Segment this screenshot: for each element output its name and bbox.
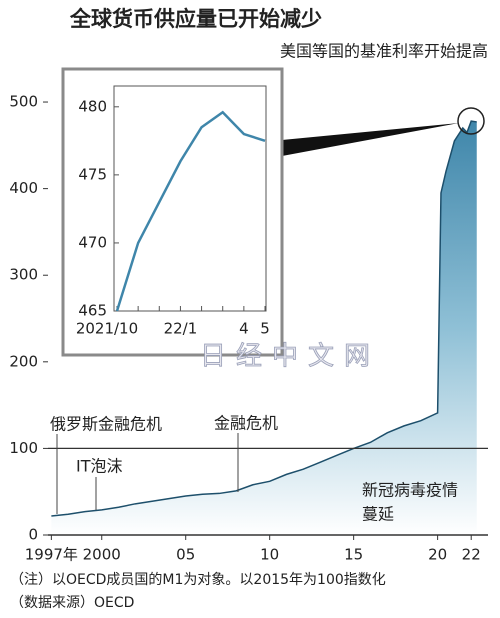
chart-title: 全球货币供应量已开始减少: [69, 7, 322, 31]
y-tick-label: 500: [9, 93, 38, 111]
inset-plot: [113, 85, 267, 312]
y-tick-label: 0: [28, 526, 38, 544]
y-tick-label: 200: [9, 352, 38, 370]
y-tick-label: 475: [78, 165, 107, 183]
x-tick-label: 15: [344, 546, 363, 564]
x-tick-label: 2021/10: [76, 320, 138, 338]
x-tick-label: 10: [260, 546, 279, 564]
y-tick-label: 465: [78, 302, 107, 320]
line: [115, 110, 266, 312]
annotation: 俄罗斯金融危机: [50, 415, 162, 434]
x-tick-label: 1997年: [25, 546, 78, 564]
x-tick-label: 05: [176, 546, 195, 564]
note: （注）以OECD成员国的M1为对象。以2015年为100指数化: [10, 572, 386, 588]
y-tick-label: 470: [78, 233, 107, 251]
annotation: 新冠病毒疫情: [362, 481, 458, 500]
area: [51, 121, 477, 536]
annotation: 金融危机: [214, 414, 278, 433]
x-tick-label: 20: [428, 546, 447, 564]
watermark: 日经中文网: [200, 342, 380, 372]
y-tick-label: 100: [9, 439, 38, 457]
x-tick-label: 5: [260, 320, 270, 338]
y-tick-label: 300: [9, 266, 38, 284]
callout-wedge: [282, 123, 459, 156]
x-tick-label: 22: [462, 546, 481, 564]
inset-frame: [61, 67, 284, 357]
x-tick-label: 22/1: [164, 320, 198, 338]
annotation: IT泡沫: [76, 457, 123, 476]
note: （数据来源）OECD: [10, 595, 134, 611]
highlight-circle: [457, 107, 485, 135]
x-tick-label: 2000: [83, 546, 121, 564]
line: [51, 120, 477, 517]
annotation: 蔓延: [362, 505, 394, 524]
y-tick-label: 400: [9, 179, 38, 197]
x-tick-label: 4: [239, 320, 249, 338]
y-tick-label: 480: [78, 97, 107, 115]
callout: 美国等国的基准利率开始提高: [280, 42, 488, 61]
